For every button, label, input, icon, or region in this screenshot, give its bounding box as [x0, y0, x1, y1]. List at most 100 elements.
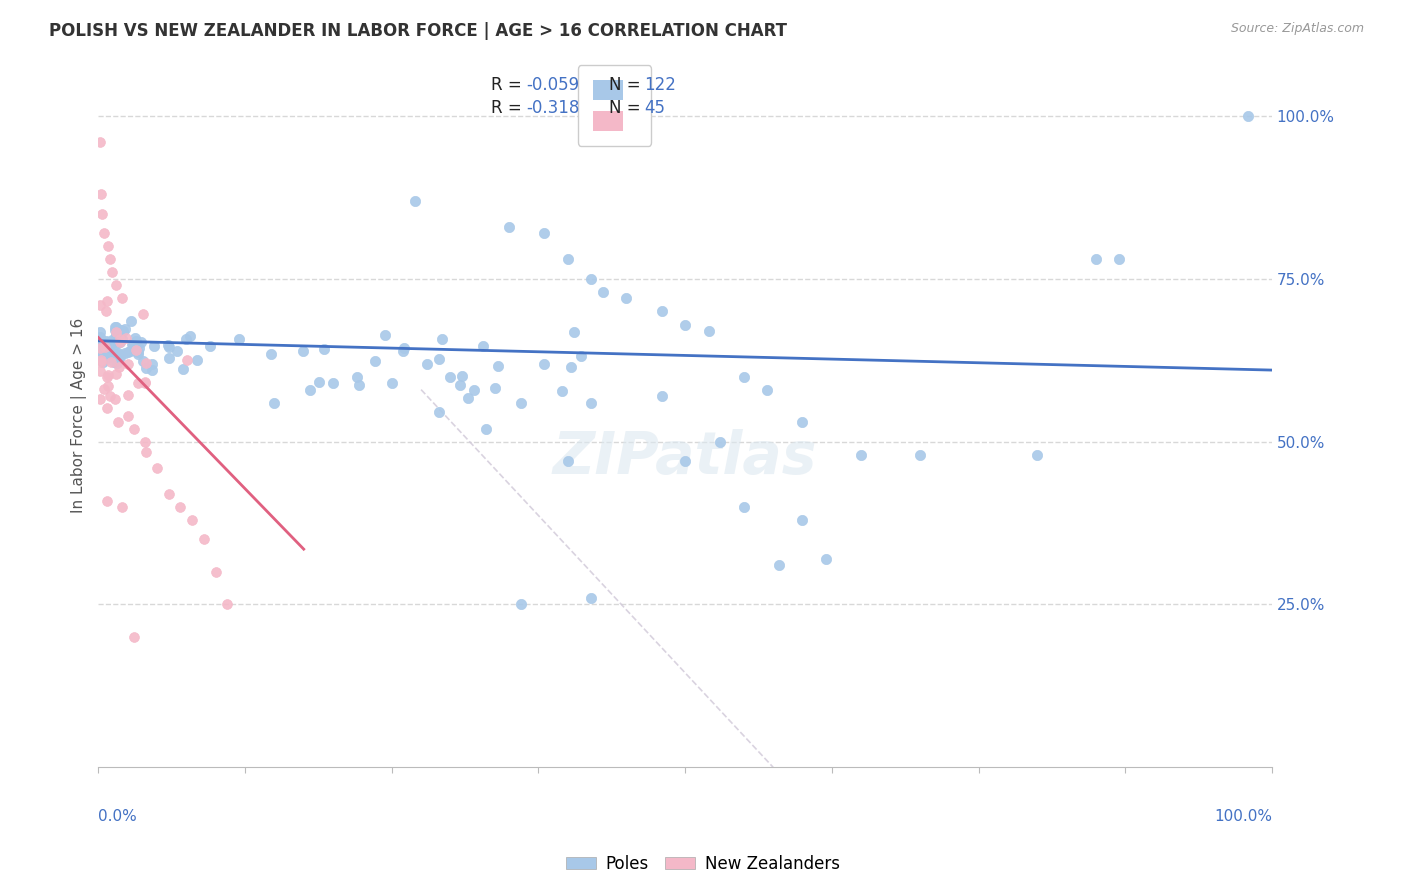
Legend: Poles, New Zealanders: Poles, New Zealanders [558, 848, 848, 880]
Point [463, 383, 485, 397]
Point [498, 219, 520, 234]
Text: N =: N = [609, 99, 645, 118]
Point [118, 343, 141, 358]
Point [117, 388, 139, 402]
Point [533, 227, 555, 241]
Point [117, 409, 139, 423]
Point [135, 445, 157, 459]
Point [814, 552, 837, 566]
Point [90, 187, 112, 202]
Point [120, 314, 142, 328]
Point [96, 336, 118, 351]
Point [564, 325, 586, 339]
Point [533, 357, 555, 371]
Point [117, 357, 139, 371]
Point [105, 335, 128, 350]
Point [581, 395, 603, 409]
Text: -0.059: -0.059 [527, 76, 579, 95]
Point [90, 355, 112, 369]
Point [768, 558, 790, 573]
Point [98, 349, 121, 363]
Point [404, 194, 426, 208]
Point [129, 334, 152, 349]
Text: 122: 122 [644, 76, 676, 95]
Point [709, 434, 731, 449]
Point [93, 340, 115, 354]
Point [122, 630, 145, 644]
Point [94, 344, 117, 359]
Point [103, 348, 125, 362]
Text: 100.0%: 100.0% [1213, 809, 1272, 824]
Point [97, 239, 120, 253]
Point [127, 376, 149, 390]
Point [114, 346, 136, 360]
Point [100, 335, 122, 350]
Point [111, 332, 134, 346]
Point [122, 422, 145, 436]
Point [908, 448, 931, 462]
Text: POLISH VS NEW ZEALANDER IN LABOR FORCE | AGE > 16 CORRELATION CHART: POLISH VS NEW ZEALANDER IN LABOR FORCE |… [49, 22, 787, 40]
Text: R =: R = [492, 99, 527, 118]
Point [101, 351, 124, 365]
Point [346, 369, 368, 384]
Point [179, 329, 201, 343]
Point [108, 348, 131, 362]
Point [90, 343, 112, 358]
Point [135, 361, 157, 376]
Point [104, 278, 127, 293]
Point [94, 343, 117, 357]
Point [169, 500, 191, 514]
Point [308, 375, 330, 389]
Point [89, 392, 111, 406]
Point [141, 363, 163, 377]
Point [121, 337, 143, 351]
Point [111, 292, 134, 306]
Point [228, 332, 250, 346]
Point [108, 334, 131, 349]
Point [263, 395, 285, 409]
Point [91, 341, 114, 355]
Point [592, 285, 614, 299]
Point [103, 333, 125, 347]
Point [581, 272, 603, 286]
Text: N =: N = [609, 76, 645, 95]
Point [98, 344, 121, 359]
Point [557, 454, 579, 468]
Point [439, 369, 461, 384]
Text: Source: ZipAtlas.com: Source: ZipAtlas.com [1230, 22, 1364, 36]
Point [96, 494, 118, 508]
Point [90, 341, 112, 355]
Point [101, 333, 124, 347]
Text: -0.318: -0.318 [527, 99, 581, 118]
Point [107, 323, 129, 337]
Point [569, 349, 592, 363]
Point [111, 500, 134, 514]
Point [93, 382, 115, 396]
Text: 45: 45 [644, 99, 665, 118]
Point [146, 460, 169, 475]
Point [89, 298, 111, 312]
Point [105, 356, 128, 370]
Point [90, 343, 112, 357]
Text: R =: R = [492, 76, 527, 95]
Point [89, 330, 111, 344]
Point [96, 304, 118, 318]
Point [104, 367, 127, 381]
Point [172, 361, 194, 376]
Point [97, 350, 120, 364]
Point [89, 135, 111, 149]
Point [91, 335, 114, 350]
Point [121, 343, 143, 357]
Point [105, 320, 128, 334]
Point [181, 513, 204, 527]
Point [416, 357, 439, 371]
Point [156, 338, 179, 352]
Point [697, 324, 720, 338]
Point [1108, 252, 1130, 267]
Point [124, 331, 146, 345]
Point [89, 339, 111, 353]
Point [457, 391, 479, 405]
Point [107, 346, 129, 360]
Point [349, 377, 371, 392]
Point [114, 322, 136, 336]
